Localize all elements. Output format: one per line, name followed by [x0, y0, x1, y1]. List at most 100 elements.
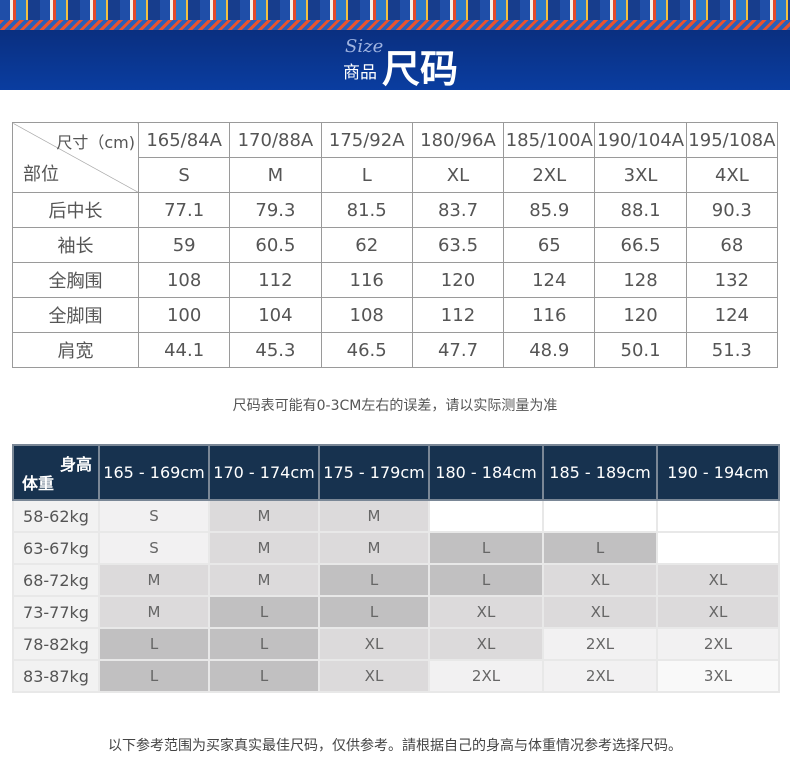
- measurement-cell: 81.5: [320, 192, 413, 228]
- recommended-size-cell: XL: [656, 563, 780, 597]
- size-script-logo: Size: [345, 36, 384, 57]
- size-label-header: XL: [411, 157, 505, 193]
- measurement-cell: 132: [685, 262, 779, 298]
- height-range-header: 165 - 169cm: [98, 444, 210, 501]
- recommended-size-cell: XL: [318, 659, 430, 693]
- row-label: 后中长: [12, 192, 139, 228]
- weight-range-label: 58-62kg: [12, 499, 100, 533]
- recommended-size-cell: [656, 499, 780, 533]
- measurement-cell: 79.3: [229, 192, 322, 228]
- recommended-size-cell: XL: [656, 595, 780, 629]
- measurement-cell: 104: [229, 297, 322, 333]
- recommended-size-cell: M: [208, 499, 320, 533]
- table-row: 58-62kg S M M: [12, 499, 780, 533]
- recommended-size-cell: XL: [428, 627, 544, 661]
- recommended-size-cell: 2XL: [428, 659, 544, 693]
- corner-label-weight: 体重: [22, 474, 55, 493]
- banner-subtitle: 商品: [343, 63, 377, 83]
- table-row: 83-87kg L L XL 2XL 2XL 3XL: [12, 659, 780, 693]
- recommended-size-cell: L: [428, 531, 544, 565]
- row-label: 袖长: [12, 227, 139, 263]
- recommended-size-cell: L: [208, 659, 320, 693]
- recommended-size-cell: S: [98, 531, 210, 565]
- header-corner-cell: 尺寸（cm) 部位: [12, 122, 139, 193]
- recommended-size-cell: L: [318, 563, 430, 597]
- corner-label-height: 身高: [59, 455, 92, 474]
- recommended-size-cell: S: [98, 499, 210, 533]
- title-banner: Size 商品 尺码: [0, 30, 790, 91]
- measurement-cell: 116: [503, 297, 596, 333]
- measurement-cell: 60.5: [229, 227, 322, 263]
- measurement-cell: 124: [685, 297, 779, 333]
- row-label: 全脚围: [12, 297, 139, 333]
- height-range-header: 180 - 184cm: [428, 444, 544, 501]
- size-label-header: 4XL: [685, 157, 779, 193]
- row-label: 肩宽: [12, 332, 139, 368]
- recommended-size-cell: L: [208, 627, 320, 661]
- recommended-size-cell: L: [208, 595, 320, 629]
- recommended-size-cell: M: [98, 563, 210, 597]
- size-code-header: 170/88A: [229, 122, 322, 158]
- recommendation-note: 以下参考范围为买家真实最佳尺码，仅供参考。請根据自己的身高与体重情况参考选择尺码…: [108, 738, 682, 754]
- size-code-header: 190/104A: [594, 122, 687, 158]
- recommended-size-cell: L: [428, 563, 544, 597]
- height-range-header: 175 - 179cm: [318, 444, 430, 501]
- size-label-header: 2XL: [503, 157, 596, 193]
- size-label-header: S: [137, 157, 231, 193]
- measurement-cell: 47.7: [411, 332, 505, 368]
- weight-range-label: 78-82kg: [12, 627, 100, 661]
- height-range-header: 170 - 174cm: [208, 444, 320, 501]
- corner-label-size: 尺寸（cm): [56, 133, 135, 152]
- recommended-size-cell: XL: [428, 595, 544, 629]
- recommended-size-cell: M: [318, 499, 430, 533]
- header-corner-cell: 身高 体重: [12, 444, 100, 501]
- recommended-size-cell: L: [318, 595, 430, 629]
- table-row: 63-67kg S M M L L: [12, 531, 780, 565]
- size-label-header: L: [320, 157, 413, 193]
- size-code-header: 180/96A: [411, 122, 505, 158]
- table-row: 后中长 77.1 79.3 81.5 83.7 85.9 88.1 90.3: [12, 192, 779, 228]
- recommended-size-cell: XL: [542, 595, 658, 629]
- measurement-table: 尺寸（cm) 部位 165/84A 170/88A 175/92A 180/96A 185/…: [12, 122, 779, 368]
- size-code-header: 185/100A: [503, 122, 596, 158]
- measurement-cell: 59: [137, 227, 231, 263]
- measurement-cell: 120: [411, 262, 505, 298]
- measurement-cell: 44.1: [137, 332, 231, 368]
- recommended-size-cell: 3XL: [656, 659, 780, 693]
- table-header-row: S M L XL 2XL 3XL 4XL: [13, 157, 779, 193]
- recommended-size-cell: [656, 531, 780, 565]
- size-code-header: 165/84A: [137, 122, 231, 158]
- measurement-cell: 51.3: [685, 332, 779, 368]
- weight-range-label: 83-87kg: [12, 659, 100, 693]
- table-row: 全胸围 108 112 116 120 124 128 132: [12, 262, 779, 298]
- measurement-note: 尺码表可能有0-3CM左右的误差，请以实际测量为准: [232, 398, 558, 414]
- decorative-pattern-border: [0, 0, 790, 30]
- measurement-cell: 100: [137, 297, 231, 333]
- measurement-cell: 48.9: [503, 332, 596, 368]
- measurement-cell: 68: [685, 227, 779, 263]
- measurement-cell: 50.1: [594, 332, 687, 368]
- recommended-size-cell: XL: [542, 563, 658, 597]
- recommended-size-cell: M: [98, 595, 210, 629]
- recommended-size-cell: 2XL: [656, 627, 780, 661]
- measurement-cell: 62: [320, 227, 413, 263]
- size-label-header: 3XL: [594, 157, 687, 193]
- size-recommendation-table: 身高 体重 165 - 169cm 170 - 174cm 175 - 179cm 180…: [12, 444, 780, 693]
- measurement-cell: 128: [594, 262, 687, 298]
- recommended-size-cell: 2XL: [542, 659, 658, 693]
- measurement-cell: 46.5: [320, 332, 413, 368]
- weight-range-label: 63-67kg: [12, 531, 100, 565]
- measurement-cell: 85.9: [503, 192, 596, 228]
- recommended-size-cell: [428, 499, 544, 533]
- table-row: 73-77kg M L L XL XL XL: [12, 595, 780, 629]
- recommended-size-cell: M: [318, 531, 430, 565]
- measurement-cell: 66.5: [594, 227, 687, 263]
- height-range-header: 185 - 189cm: [542, 444, 658, 501]
- weight-range-label: 68-72kg: [12, 563, 100, 597]
- table-row: 68-72kg M M L L XL XL: [12, 563, 780, 597]
- measurement-cell: 45.3: [229, 332, 322, 368]
- recommended-size-cell: M: [208, 563, 320, 597]
- table-row: 全脚围 100 104 108 112 116 120 124: [12, 297, 779, 333]
- row-label: 全胸围: [12, 262, 139, 298]
- recommended-size-cell: XL: [318, 627, 430, 661]
